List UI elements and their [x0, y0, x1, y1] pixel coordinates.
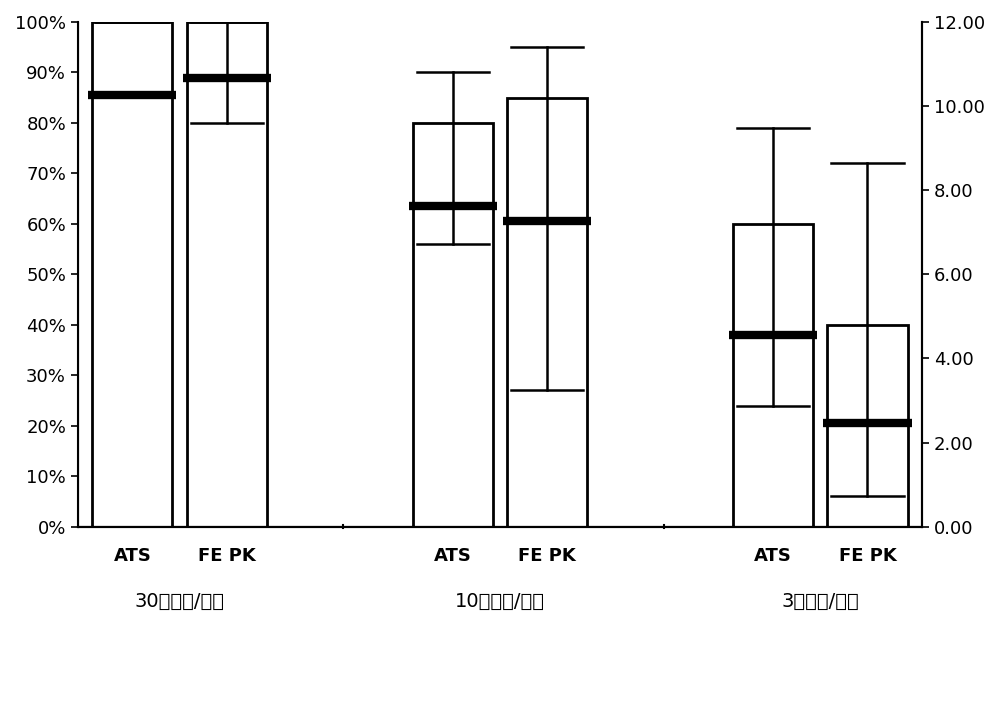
Bar: [187, 22, 267, 526]
Text: 30个细胞/反应: 30个细胞/反应: [135, 592, 225, 611]
Text: 10个细胞/反应: 10个细胞/反应: [455, 592, 545, 611]
Bar: [733, 224, 813, 526]
Bar: [827, 325, 908, 526]
Text: ATS: ATS: [434, 547, 472, 565]
Text: ATS: ATS: [754, 547, 792, 565]
Text: ATS: ATS: [113, 547, 151, 565]
Bar: [413, 123, 493, 526]
Text: FE PK: FE PK: [839, 547, 896, 565]
Text: FE PK: FE PK: [198, 547, 256, 565]
Text: FE PK: FE PK: [518, 547, 576, 565]
Bar: [507, 97, 587, 526]
Bar: [92, 22, 172, 526]
Text: 3个细胞/反应: 3个细胞/反应: [781, 592, 859, 611]
